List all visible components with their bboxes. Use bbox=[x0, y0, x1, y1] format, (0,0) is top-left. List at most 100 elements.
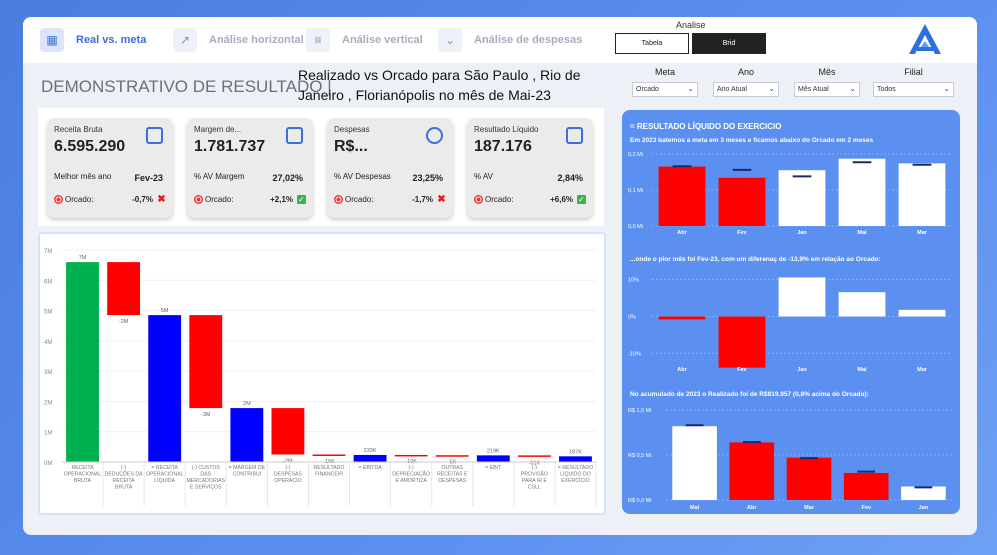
waterfall-bar bbox=[476, 455, 510, 462]
x-tick-label: (-) DESPESAS OPERACIO bbox=[274, 465, 303, 484]
x-tick-label: Mai bbox=[690, 505, 700, 511]
card-title: Margem de... bbox=[194, 125, 242, 134]
filial-select[interactable]: Todos ⌄ bbox=[873, 82, 954, 97]
bar bbox=[843, 473, 889, 500]
y-tick-label: 10% bbox=[628, 278, 639, 284]
x-tick-label: (-) DEDUÇÕES DA RECEITA BRUTA bbox=[105, 465, 144, 491]
kpi-card-receita[interactable]: Receita Bruta 6.595.290 Melhor mês ano F… bbox=[47, 118, 173, 218]
bar bbox=[778, 170, 826, 226]
data-label: 233K bbox=[364, 448, 377, 454]
y-tick-label: 3M bbox=[44, 370, 52, 376]
chevron-down-icon: ⌄ bbox=[849, 84, 856, 93]
kpi-card-despesas[interactable]: Despesas R$... % AV Despesas 23,25% Orca… bbox=[327, 118, 453, 218]
card-variance: +6,6% bbox=[550, 195, 573, 204]
chevron-down-icon: ⌄ bbox=[687, 84, 694, 93]
y-tick-label: 7M bbox=[44, 249, 52, 255]
chart-caption: ...onde o pior mês foi Fev-23, com um di… bbox=[630, 256, 881, 263]
card-value: 6.595.290 bbox=[54, 138, 126, 155]
card-orcado-row: Orcado: +6,6% ✓ bbox=[474, 195, 586, 204]
y-tick-label: 0,0 Mi bbox=[628, 224, 643, 230]
y-tick-label: 0,1 Mi bbox=[628, 188, 643, 194]
filter-ano: Ano Ano Atual ⌄ bbox=[713, 67, 779, 97]
card-variance: +2,1% bbox=[270, 195, 293, 204]
y-tick-label: 5M bbox=[44, 310, 52, 316]
filter-label: Mês bbox=[818, 67, 836, 77]
nav-label: Análise vertical bbox=[342, 34, 423, 46]
bar bbox=[672, 426, 717, 500]
card-metric: Fev-23 bbox=[134, 173, 163, 183]
bar bbox=[786, 457, 832, 500]
table-icon: ▦ bbox=[40, 28, 64, 52]
y-tick-label: 2M bbox=[44, 400, 52, 406]
bar bbox=[838, 292, 886, 317]
gauge-icon bbox=[426, 127, 443, 144]
data-label: 187K bbox=[569, 449, 582, 455]
x-tick-label: Abr bbox=[747, 505, 757, 511]
y-tick-label: R$ 0,5 Mi bbox=[628, 453, 652, 459]
waterfall-bar bbox=[66, 262, 99, 462]
x-tick-label: Fev bbox=[737, 367, 747, 373]
nav-analise-vertical[interactable]: ≡ Análise vertical bbox=[306, 27, 423, 53]
waterfall-bar bbox=[435, 455, 469, 457]
card-title: Receita Bruta bbox=[54, 125, 103, 134]
card-orcado-row: Orcado: -1,7% ✖ bbox=[334, 194, 446, 205]
x-tick-label: Mai bbox=[857, 230, 867, 236]
nav-analise-horizontal[interactable]: ↗ Análise horizontal bbox=[173, 27, 304, 53]
waterfall-bar bbox=[312, 454, 346, 456]
trend-up-icon bbox=[286, 127, 303, 144]
resultado-panel: = RESULTADO LÍQUIDO DO EXERCICIO Em 2023… bbox=[622, 110, 960, 514]
company-logo bbox=[909, 24, 941, 54]
y-tick-label: -10% bbox=[628, 351, 641, 357]
waterfall-bar bbox=[107, 262, 141, 316]
nav-real-vs-meta[interactable]: ▦ Real vs. meta bbox=[40, 27, 146, 53]
kpi-card-margem[interactable]: Margem de... 1.781.737 % AV Margem 27,02… bbox=[187, 118, 313, 218]
chevron-down-icon: ⌄ bbox=[438, 28, 462, 52]
columns-icon: ≡ bbox=[306, 28, 330, 52]
toggle-tabela-button[interactable]: Tabela bbox=[615, 33, 689, 54]
trend-chart-icon: ↗ bbox=[173, 28, 197, 52]
kpi-card-resultado[interactable]: Resultado Líquido 187.176 % AV 2,84% Orc… bbox=[467, 118, 593, 218]
bar bbox=[898, 163, 946, 226]
bar bbox=[658, 316, 706, 320]
y-tick-label: 0,2 Mi bbox=[628, 152, 643, 158]
page-subtitle: Realizado vs Orcado para São Paulo , Rio… bbox=[298, 67, 581, 103]
ano-select[interactable]: Ano Atual ⌄ bbox=[713, 82, 779, 97]
wallet-icon bbox=[566, 127, 583, 144]
waterfall-bar bbox=[230, 408, 264, 462]
y-tick-label: 1M bbox=[44, 431, 52, 437]
variance-chart[interactable]: 10% 0% -10% Abr Fev Jan Mai Mar bbox=[622, 268, 960, 376]
top-nav: ▦ Real vs. meta ↗ Análise horizontal ≡ A… bbox=[23, 17, 977, 63]
cumulative-chart[interactable]: R$ 0,0 Mi R$ 0,5 Mi R$ 1,0 Mi Mai Abr Mar Fev J… bbox=[622, 400, 960, 512]
meta-select[interactable]: Orcado ⌄ bbox=[632, 82, 698, 97]
nav-analise-despesas[interactable]: ⌄ Análise de despesas bbox=[438, 27, 582, 53]
data-label: 219K bbox=[487, 448, 500, 454]
filter-filial: Filial Todos ⌄ bbox=[873, 67, 954, 97]
mes-select[interactable]: Mês Atual ⌄ bbox=[794, 82, 860, 97]
waterfall-bar bbox=[517, 455, 551, 457]
monthly-result-chart[interactable]: 0,0 Mi 0,1 Mi 0,2 Mi Abr Fev Jan Mai Mar bbox=[622, 146, 960, 238]
panel-title: = RESULTADO LÍQUIDO DO EXERCICIO bbox=[630, 122, 782, 131]
bar bbox=[838, 158, 886, 226]
chart-caption: No acumulado de 2023 o Realizado foi de … bbox=[630, 391, 869, 398]
card-variance: -1,7% bbox=[412, 195, 433, 204]
card-label: % AV Despesas bbox=[334, 172, 391, 181]
x-tick-label: = RECEITA OPERACIONAL LÍQUIDA bbox=[146, 465, 184, 484]
card-orcado-row: Orcado: -0,7% ✖ bbox=[54, 195, 166, 205]
x-tick-label: Abr bbox=[677, 230, 687, 236]
filter-label: Meta bbox=[654, 67, 675, 77]
y-tick-label: R$ 1,0 Mi bbox=[628, 408, 652, 414]
card-variance: -0,7% bbox=[132, 195, 153, 204]
data-label: -3M bbox=[201, 412, 211, 418]
bar bbox=[729, 442, 775, 500]
card-title: Despesas bbox=[334, 125, 370, 134]
filter-label: Filial bbox=[904, 67, 923, 77]
data-label: -31K bbox=[529, 460, 541, 466]
cross-icon: ✖ bbox=[437, 194, 446, 205]
bar bbox=[658, 166, 706, 226]
toggle-brid-button[interactable]: Brid bbox=[692, 33, 766, 54]
target-icon bbox=[194, 195, 203, 204]
x-tick-label: Fev bbox=[861, 505, 871, 511]
card-metric: 27,02% bbox=[272, 173, 303, 183]
waterfall-chart[interactable]: 0M 1M 2M 3M 4M 5M 6M 7M 7M RECEITA OPERACIONAL BRUT… bbox=[40, 234, 604, 513]
x-tick-label: = EBITDA bbox=[358, 465, 382, 471]
